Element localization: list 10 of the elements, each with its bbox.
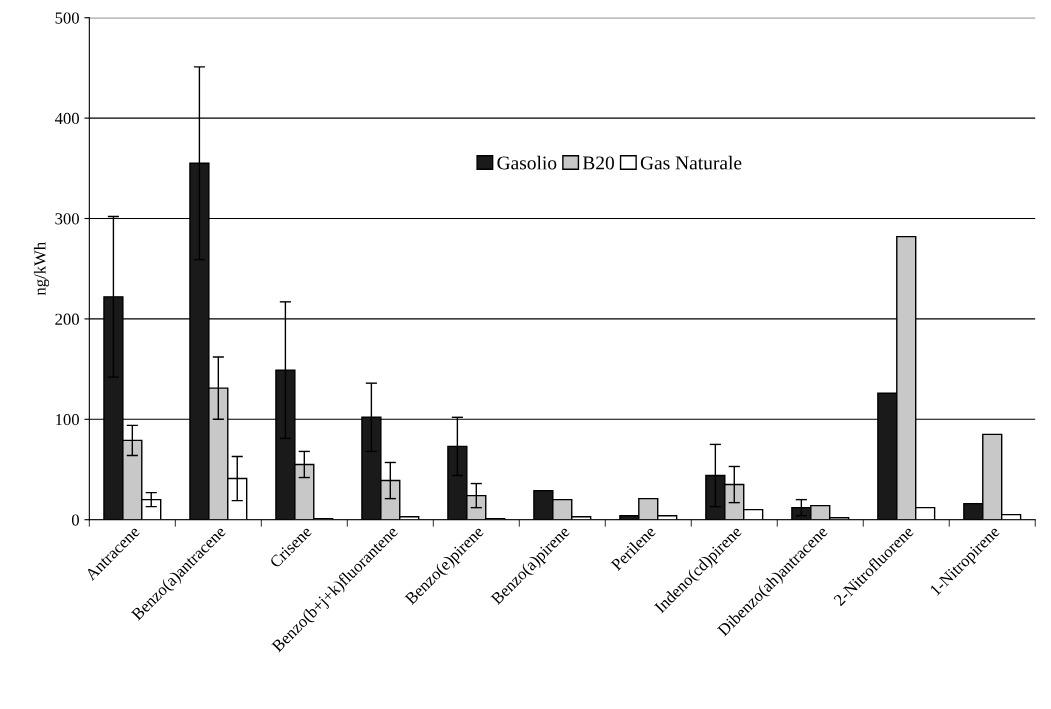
legend-label: B20 — [582, 156, 614, 170]
y-tick-label: 100 — [56, 414, 79, 426]
y-tick-label: 200 — [55, 313, 79, 325]
y-tick-label: 400 — [54, 112, 79, 125]
y-tick-label: 0 — [71, 514, 79, 526]
y-tick-label: 500 — [55, 12, 79, 24]
legend-label: Gas Naturale — [640, 155, 742, 170]
y-axis-title: ng/kWh — [33, 242, 50, 296]
legend-label: Gasolio — [497, 155, 557, 170]
y-tick-label: 300 — [55, 213, 79, 225]
